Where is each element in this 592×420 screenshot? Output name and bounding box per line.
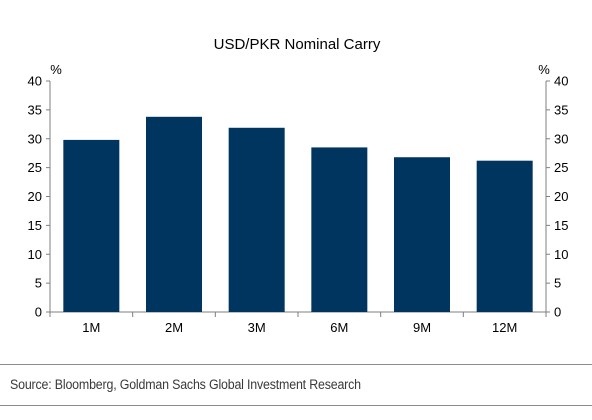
bar-3M xyxy=(228,127,285,312)
bar-12M xyxy=(476,160,533,312)
x-tick-label: 1M xyxy=(82,320,100,335)
chart-title: USD/PKR Nominal Carry xyxy=(214,36,381,53)
left-y-tick-label: 15 xyxy=(28,218,42,233)
x-tick-label: 9M xyxy=(413,320,431,335)
x-tick-label: 2M xyxy=(165,320,183,335)
plot-area: 0 0 5 5 10 10 15 15 20 20 25 25 30 30 35 35 40 40 1M 2M 3M 6M… xyxy=(28,74,569,336)
bar-chart: USD/PKR Nominal Carry % % 0 0 5 5 10 10 15 15 20… xyxy=(28,36,569,336)
bar-6M xyxy=(311,147,368,312)
right-y-tick-label: 10 xyxy=(554,247,568,262)
left-y-tick-label: 35 xyxy=(28,102,42,117)
left-y-tick-label: 40 xyxy=(28,74,42,89)
left-y-tick-label: 20 xyxy=(28,189,42,204)
right-y-tick-label: 0 xyxy=(554,305,561,320)
divider-line-bottom xyxy=(0,405,592,406)
right-y-tick-label: 5 xyxy=(554,276,561,291)
x-tick-label: 6M xyxy=(330,320,348,335)
bar-2M xyxy=(146,116,202,313)
divider-line xyxy=(0,364,592,365)
right-y-tick-label: 40 xyxy=(554,74,568,89)
bar-1M xyxy=(63,139,120,312)
left-y-tick-label: 25 xyxy=(28,160,42,175)
right-axis-unit: % xyxy=(538,62,550,77)
left-axis-unit: % xyxy=(50,62,62,77)
bar-9M xyxy=(394,157,450,312)
left-y-tick-label: 10 xyxy=(28,247,42,262)
right-y-tick-label: 25 xyxy=(554,160,568,175)
source-note: Source: Bloomberg, Goldman Sachs Global … xyxy=(10,377,361,392)
right-y-tick-label: 35 xyxy=(554,102,568,117)
x-tick-label: 3M xyxy=(248,320,266,335)
left-y-tick-label: 0 xyxy=(35,305,42,320)
right-y-tick-label: 30 xyxy=(554,131,568,146)
left-y-tick-label: 5 xyxy=(35,276,42,291)
right-y-tick-label: 20 xyxy=(554,189,568,204)
right-y-tick-label: 15 xyxy=(554,218,568,233)
left-y-tick-label: 30 xyxy=(28,131,42,146)
x-tick-label: 12M xyxy=(492,320,517,335)
